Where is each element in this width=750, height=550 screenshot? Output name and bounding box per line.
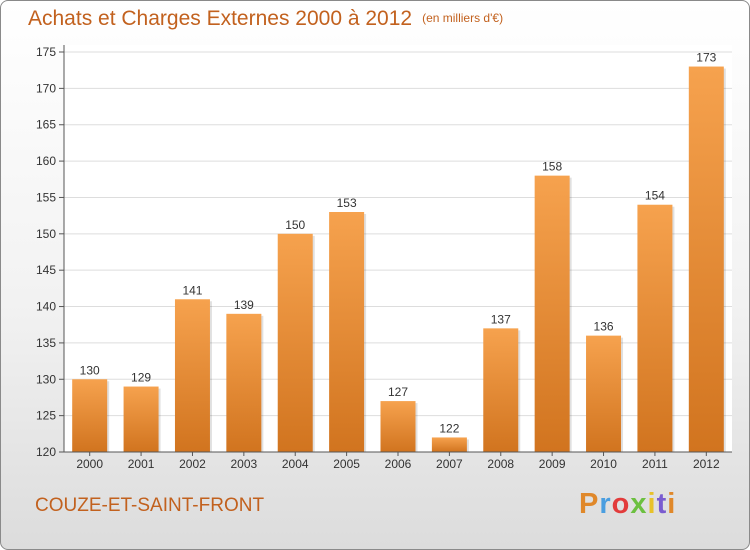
logo-letter: x	[630, 488, 648, 520]
data-label: 154	[645, 189, 665, 203]
data-label: 136	[594, 320, 614, 334]
y-tick-label: 165	[36, 118, 56, 132]
y-tick-label: 130	[36, 372, 56, 386]
bar	[380, 401, 416, 452]
bar	[123, 386, 159, 452]
y-tick-label: 155	[36, 190, 56, 204]
axes	[59, 45, 732, 456]
y-tick-label: 140	[36, 300, 56, 314]
bar	[431, 437, 467, 452]
data-label: 127	[388, 385, 408, 399]
data-label: 122	[439, 421, 459, 435]
y-tick-label: 135	[36, 336, 56, 350]
y-tick-label: 150	[36, 227, 56, 241]
data-label: 129	[131, 371, 151, 385]
data-label: 141	[182, 283, 202, 297]
bar	[329, 212, 365, 452]
x-tick-label: 2006	[385, 457, 412, 471]
y-tick-label: 120	[36, 445, 56, 459]
data-label: 130	[80, 363, 100, 377]
y-tick-label: 160	[36, 154, 56, 168]
x-tick-label: 2009	[539, 457, 566, 471]
y-tick-label: 170	[36, 81, 56, 95]
commune-name: COUZE-ET-SAINT-FRONT	[35, 495, 265, 516]
bar	[174, 299, 210, 452]
logo-letter: i	[667, 488, 677, 520]
chart-unit: (en milliers d'€)	[422, 11, 504, 25]
x-tick-label: 2007	[436, 457, 463, 471]
logo-letter: i	[647, 488, 657, 520]
x-tick-label: 2001	[128, 457, 155, 471]
bar	[586, 335, 622, 452]
y-tick-label: 125	[36, 409, 56, 423]
data-label: 137	[491, 312, 511, 326]
x-tick-label: 2000	[76, 457, 103, 471]
data-labels: 130 129 141 139 150 153 127 122 137 158 136 154 173	[80, 51, 717, 436]
data-label: 153	[337, 196, 357, 210]
x-tick-label: 2002	[179, 457, 206, 471]
bar	[277, 233, 313, 452]
x-tick-label: 2003	[230, 457, 257, 471]
x-tick-label: 2008	[487, 457, 514, 471]
x-tick-label: 2005	[333, 457, 360, 471]
grid-lines	[64, 51, 732, 417]
data-label: 158	[542, 160, 562, 174]
bar	[72, 379, 108, 452]
x-tick-label: 2011	[642, 457, 668, 471]
x-tick-labels: 2000 2001 2002 2003 2004 2005 2006 2007 2008 2009…	[76, 457, 720, 471]
data-label: 150	[285, 218, 305, 232]
logo-letter: P	[579, 488, 600, 520]
bars-group	[72, 66, 726, 453]
bar	[637, 204, 673, 452]
chart-title: Achats et Charges Externes 2000 à 2012 (e…	[28, 7, 503, 31]
bar	[483, 328, 519, 452]
bar	[534, 175, 570, 453]
data-label: 173	[696, 51, 716, 65]
logo-letter: o	[611, 488, 631, 520]
y-tick-label: 175	[36, 45, 56, 59]
logo-letter: r	[599, 488, 612, 520]
x-tick-label: 2012	[693, 457, 720, 471]
proxiti-logo: Proxiti	[579, 488, 676, 521]
x-tick-label: 2004	[282, 457, 309, 471]
chart-title-text: Achats et Charges Externes 2000 à 2012	[28, 7, 413, 30]
bar	[688, 66, 724, 452]
x-tick-label: 2010	[590, 457, 617, 471]
y-tick-labels: 120 125 130 135 140 145 150 155 160 165 170 175	[36, 45, 56, 459]
y-tick-label: 145	[36, 263, 56, 277]
data-label: 139	[234, 298, 254, 312]
bar	[226, 313, 262, 452]
logo-letter: t	[656, 488, 668, 520]
